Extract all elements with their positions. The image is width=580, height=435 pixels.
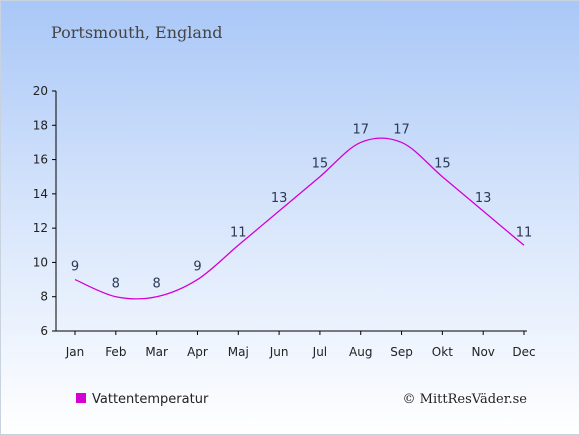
series-line [74,137,525,300]
x-tick-label: Sep [390,345,413,359]
data-label: 11 [230,225,247,240]
data-label: 11 [516,225,533,240]
data-label: 9 [193,260,201,275]
data-label: 17 [393,122,410,137]
data-label: 15 [312,157,329,172]
y-tick-label: 8 [40,290,48,304]
y-tick-label: 18 [33,118,48,132]
data-label: 9 [71,260,79,275]
x-tick-label: Aug [349,345,372,359]
x-tick-label: Jul [312,345,327,359]
data-label: 13 [271,191,288,206]
legend-swatch [76,393,86,403]
x-tick-label: Jun [269,345,289,359]
data-label: 8 [152,277,160,292]
data-label: 13 [475,191,492,206]
y-tick-label: 6 [40,324,48,338]
x-tick-label: Mar [145,345,168,359]
y-tick-label: 14 [33,187,48,201]
y-tick-label: 16 [33,153,48,167]
data-label: 15 [434,157,451,172]
y-tick-label: 10 [33,255,48,269]
y-tick-label: 20 [33,84,48,98]
legend-label: Vattentemperatur [92,392,209,407]
x-tick-label: Feb [105,345,126,359]
x-tick-label: Apr [187,345,208,359]
x-tick-label: Jan [65,345,85,359]
y-tick-label: 12 [33,221,48,235]
chart-title: Portsmouth, England [51,23,222,42]
x-tick-label: Okt [432,345,453,359]
x-tick-label: Dec [512,345,535,359]
data-label: 17 [352,122,369,137]
axes: 6 8 10 12 14 16 18 20 Jan Feb Mar Apr Maj Jun Jul Aug Se… [33,84,536,359]
x-tick-label: Maj [228,345,249,359]
data-labels: 9 8 8 9 11 13 15 17 17 15 13 11 [71,122,532,291]
series-layer [74,137,525,300]
x-tick-label: Nov [471,345,494,359]
credit-text: © MittResVäder.se [403,392,528,407]
data-label: 8 [112,277,120,292]
